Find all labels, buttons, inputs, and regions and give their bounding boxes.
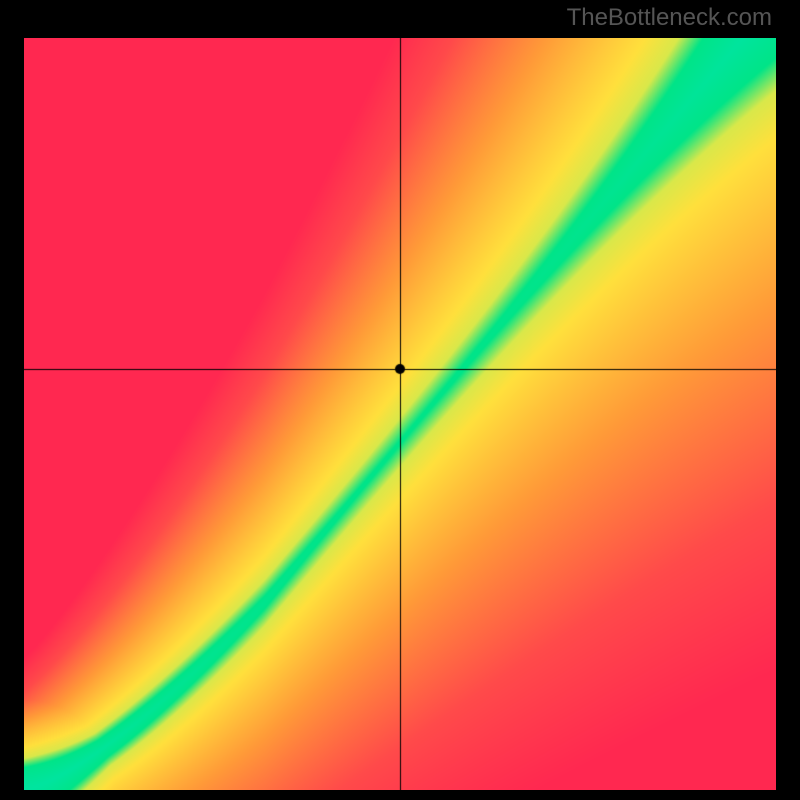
heatmap-canvas (24, 38, 776, 790)
watermark-text: TheBottleneck.com (567, 4, 772, 32)
chart-container: TheBottleneck.com (0, 0, 800, 800)
heatmap-plot (24, 38, 776, 790)
